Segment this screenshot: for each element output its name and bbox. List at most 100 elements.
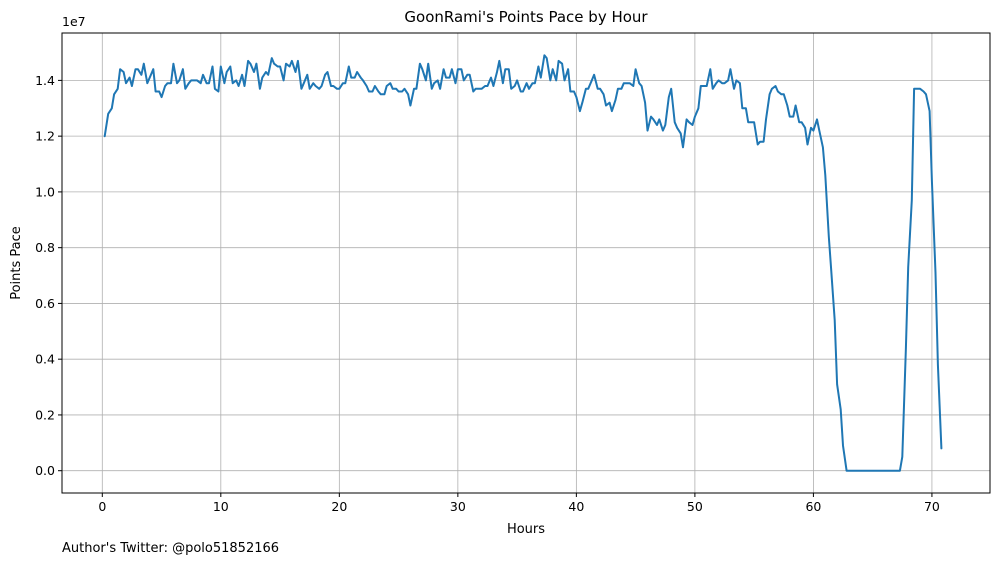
data-point <box>848 470 850 472</box>
data-point <box>786 104 788 107</box>
data-point <box>581 102 583 104</box>
data-point <box>463 79 465 81</box>
x-tick-label: 20 <box>331 499 347 514</box>
data-point <box>220 65 222 68</box>
data-point <box>531 82 534 84</box>
data-point <box>419 63 421 65</box>
data-point <box>486 85 489 87</box>
data-point <box>427 63 429 65</box>
data-point <box>318 88 320 90</box>
data-point <box>546 57 548 59</box>
data-point <box>674 121 676 123</box>
y-offset-label: 1e7 <box>62 14 86 29</box>
data-point <box>658 118 660 121</box>
data-point <box>265 71 267 73</box>
data-point <box>277 65 279 68</box>
data-point <box>640 85 643 87</box>
data-point <box>395 88 397 90</box>
data-point <box>528 88 530 90</box>
data-point <box>723 82 726 84</box>
chart-title: GoonRami's Points Pace by Hour <box>404 8 648 26</box>
x-tick-label: 0 <box>98 499 106 514</box>
data-point <box>557 60 560 62</box>
data-point <box>484 85 486 87</box>
data-point <box>721 82 723 84</box>
data-point <box>632 85 634 87</box>
data-point <box>421 68 423 70</box>
data-point <box>365 85 368 87</box>
data-point <box>229 65 231 68</box>
data-point <box>549 79 551 81</box>
data-point <box>800 121 803 123</box>
data-point <box>498 60 500 62</box>
data-point <box>931 180 933 182</box>
data-point <box>620 88 623 90</box>
data-point <box>872 470 874 472</box>
data-point <box>629 82 631 84</box>
data-point <box>472 90 474 93</box>
data-point <box>925 93 927 95</box>
data-point <box>360 77 362 79</box>
data-point <box>241 74 243 76</box>
data-point <box>232 82 234 84</box>
data-point <box>830 269 832 271</box>
data-point <box>688 121 690 123</box>
data-point <box>460 68 463 70</box>
data-point <box>928 110 931 112</box>
data-point <box>587 88 589 90</box>
data-point <box>919 88 921 90</box>
data-point <box>552 68 554 70</box>
data-point <box>534 82 536 84</box>
data-point <box>697 107 700 109</box>
data-point <box>840 408 842 410</box>
y-tick-label: 1.0 <box>35 184 55 199</box>
data-point <box>439 88 441 90</box>
data-point <box>751 121 753 123</box>
data-point <box>706 85 708 87</box>
data-point <box>911 199 913 201</box>
y-tick-label: 0.4 <box>35 352 55 367</box>
data-point <box>125 82 127 84</box>
data-point <box>816 118 818 121</box>
data-point <box>235 79 237 81</box>
data-point <box>350 77 352 79</box>
data-point <box>134 68 137 70</box>
data-point <box>285 63 287 65</box>
data-point <box>332 85 335 87</box>
data-point <box>389 82 391 84</box>
data-point <box>644 102 646 104</box>
data-point <box>694 116 696 118</box>
data-point <box>356 71 358 73</box>
data-point <box>729 68 732 70</box>
data-point <box>271 57 273 59</box>
data-point <box>368 90 370 93</box>
data-point <box>883 470 886 472</box>
data-point <box>128 77 131 79</box>
data-point <box>555 79 557 81</box>
data-point <box>223 82 225 84</box>
y-tick-label: 0.6 <box>35 296 55 311</box>
data-point <box>259 88 261 90</box>
data-point <box>443 68 445 70</box>
data-point <box>200 82 202 84</box>
data-point <box>267 74 269 76</box>
data-point <box>326 71 329 73</box>
data-point <box>202 74 204 76</box>
data-point <box>214 88 216 90</box>
data-point <box>415 88 417 90</box>
data-point <box>386 85 388 87</box>
data-point <box>403 88 406 90</box>
data-point <box>490 77 492 79</box>
data-point <box>626 82 628 84</box>
data-point <box>273 63 275 65</box>
data-point <box>315 85 317 87</box>
data-point <box>573 90 575 93</box>
data-point <box>516 79 518 81</box>
data-point <box>211 65 214 68</box>
data-point <box>685 118 688 121</box>
data-point <box>184 88 186 90</box>
data-point <box>579 110 581 112</box>
data-point <box>818 129 820 132</box>
